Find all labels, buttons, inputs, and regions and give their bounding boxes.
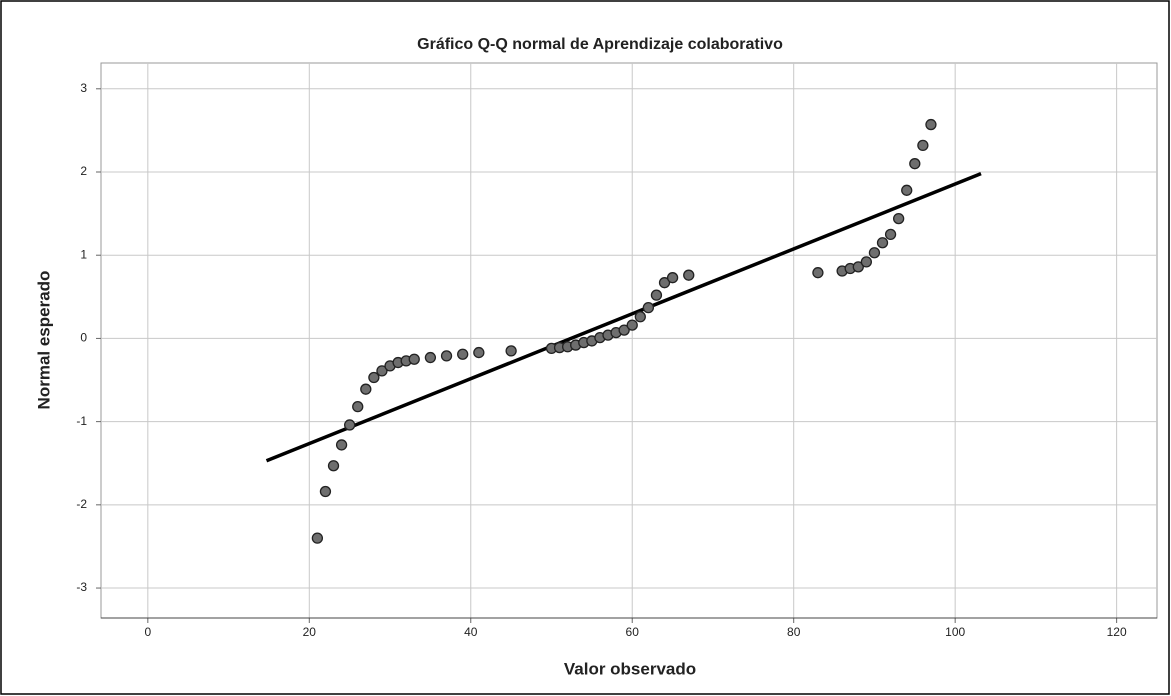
point <box>893 212 905 225</box>
point <box>884 228 897 241</box>
point <box>852 261 864 273</box>
point <box>335 439 348 451</box>
point <box>473 346 485 359</box>
point <box>368 371 380 384</box>
y-tick-label: -3 <box>76 580 87 594</box>
point <box>352 401 364 413</box>
point <box>658 277 671 289</box>
point <box>642 301 655 314</box>
point <box>683 269 695 281</box>
point <box>868 247 881 259</box>
x-tick-label: 20 <box>303 625 317 639</box>
point <box>344 419 356 431</box>
x-tick-label: 60 <box>626 625 640 639</box>
point <box>457 348 469 360</box>
x-tick-label: 0 <box>144 625 151 639</box>
x-tick-label: 80 <box>787 625 801 639</box>
point <box>666 272 679 284</box>
x-tick-label: 120 <box>1107 625 1127 639</box>
chart-title: Gráfico Q-Q normal de Aprendizaje colabo… <box>417 36 783 53</box>
point <box>812 267 824 279</box>
y-tick-label: -2 <box>76 497 87 511</box>
point <box>360 383 372 395</box>
point <box>424 351 437 364</box>
point <box>408 353 420 365</box>
point <box>440 350 453 362</box>
y-tick-label: 3 <box>80 81 87 95</box>
reference-line <box>265 172 982 463</box>
point <box>925 118 937 131</box>
point <box>901 184 913 196</box>
point <box>327 460 340 472</box>
plot-area <box>100 62 1158 619</box>
y-tick-label: -1 <box>76 414 87 428</box>
point <box>917 139 929 152</box>
point <box>634 311 646 323</box>
x-axis-label: Valor observado <box>564 659 696 678</box>
point <box>860 256 873 268</box>
point <box>876 237 889 249</box>
point <box>618 324 630 336</box>
x-tick-label: 100 <box>945 625 965 639</box>
point <box>311 532 324 544</box>
point <box>319 485 332 498</box>
y-tick-label: 1 <box>80 247 87 261</box>
y-tick-label: 0 <box>80 331 87 345</box>
point <box>909 158 921 170</box>
y-tick-label: 2 <box>80 164 87 178</box>
point <box>626 319 638 331</box>
point <box>650 289 663 301</box>
point <box>505 345 517 357</box>
point <box>376 365 388 377</box>
y-axis-label: Normal esperado <box>34 271 53 410</box>
x-tick-label: 40 <box>464 625 478 639</box>
